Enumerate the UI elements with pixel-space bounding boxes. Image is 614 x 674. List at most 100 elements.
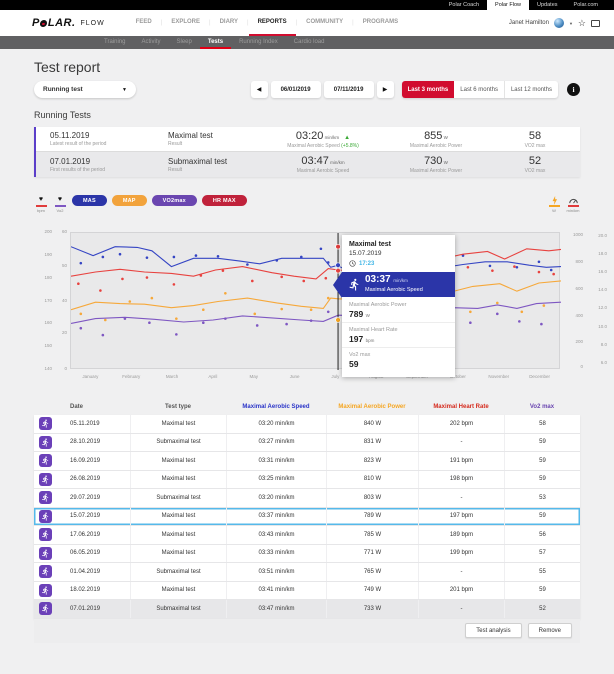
user-name[interactable]: Janet Hamilton	[508, 20, 549, 26]
summary-vo2-cell: 58 VO2 max	[490, 130, 580, 149]
chart-plot-area[interactable]	[70, 232, 561, 370]
axis-tick-label: 190	[44, 251, 52, 257]
nav-item-feed[interactable]: FEED	[135, 19, 152, 25]
test-type-cell: Submaximal test	[130, 433, 226, 451]
subnav-item-sleep[interactable]: Sleep	[176, 38, 192, 45]
user-caret-icon[interactable]: ▼	[568, 20, 573, 26]
column-header-date[interactable]: Date	[70, 404, 84, 410]
vo2-cell: 59	[504, 470, 580, 488]
axis-tick-label: 60	[61, 229, 67, 234]
axis-tick-label: 20	[61, 330, 67, 336]
nav-item-programs[interactable]: PROGRAMS	[362, 19, 399, 25]
topbar-link-polar-flow[interactable]: Polar Flow	[487, 0, 530, 10]
nav-item-explore[interactable]: EXPLORE	[171, 19, 201, 25]
page-title: Test report	[34, 59, 101, 75]
subnav-item-training[interactable]: Training	[104, 38, 126, 45]
month-label-june: June	[289, 374, 300, 379]
nav-item-community[interactable]: COMMUNITY	[306, 19, 344, 25]
table-row[interactable]: 29.07.2019 Submaximal test 03:20 min/km 803…	[34, 489, 580, 508]
subnav-item-tests[interactable]: Tests	[199, 36, 232, 49]
legend-pill-vo2max[interactable]: VO2max	[151, 195, 197, 206]
date-to-field[interactable]: 07/11/2019	[323, 81, 374, 98]
running-test-icon	[39, 435, 52, 449]
axis-tick-label: 0	[580, 363, 583, 369]
test-type-dropdown[interactable]: Running test ▼	[34, 81, 136, 98]
chart-canvas	[71, 233, 561, 370]
mhr-cell: -	[418, 489, 504, 507]
topbar-link-polar-com[interactable]: Polar.com	[573, 2, 598, 8]
month-label-july: July	[331, 374, 340, 379]
column-header-maximal-aerobic-power[interactable]: Maximal Aerobic Power	[338, 404, 406, 410]
feedback-icon[interactable]	[591, 19, 600, 27]
subnav-item-activity[interactable]: Activity	[141, 38, 161, 45]
table-row[interactable]: 28.10.2019 Submaximal test 03:27 min/km 831…	[34, 433, 580, 452]
row-icon-cell	[34, 526, 58, 544]
legend-pill-mas[interactable]: MAS	[72, 195, 107, 206]
summary-date-caption: First results of the period	[50, 166, 106, 173]
date-cell: 05.11.2019	[70, 420, 100, 427]
axis-tick-label: 14.0	[598, 287, 607, 293]
topbar-link-updates[interactable]: Updates	[537, 2, 558, 8]
summary-speed-cell: 03:20 min/km ▲ Maximal Aerobic Speed (+5.8…	[264, 130, 382, 149]
tooltip-vo2-group: Vo2 max 59	[342, 347, 455, 372]
info-button[interactable]: i	[567, 83, 580, 96]
mhr-cell: -	[418, 563, 504, 581]
chevron-down-icon: ▼	[122, 86, 127, 93]
column-header-test-type[interactable]: Test type	[165, 404, 191, 410]
tooltip-speed-banner: 03:37 min/km Maximal Aerobic Speed	[333, 272, 455, 298]
summary-vo2-value: 58	[528, 129, 542, 142]
nav-item-diary[interactable]: DIARY	[219, 19, 239, 25]
subnav-item-running-index[interactable]: Running Index	[239, 38, 278, 45]
left-axis-icons: ♥ bpm ♥ Vo2	[34, 196, 67, 213]
range-last-6-months[interactable]: Last 6 months	[460, 86, 498, 93]
column-header-maximal-aerobic-speed[interactable]: Maximal Aerobic Speed	[242, 404, 310, 410]
remove-button[interactable]: Remove	[527, 623, 572, 638]
polar-logo[interactable]: P LAR.	[32, 10, 76, 36]
favorites-star-icon[interactable]: ☆	[577, 17, 586, 28]
trend-line-vo2max	[71, 301, 561, 324]
nav-item-reports[interactable]: REPORTS	[248, 10, 296, 36]
summary-test-type: Submaximal test	[168, 156, 228, 166]
legend-pill-hr-max[interactable]: HR MAX	[201, 195, 247, 206]
range-last-3-months[interactable]: Last 3 months	[401, 81, 455, 98]
legend-pill-map[interactable]: MAP	[111, 195, 147, 206]
axis-tick-label: 10.0	[598, 323, 607, 329]
column-header-vo2-max[interactable]: Vo2 max	[529, 404, 555, 410]
tooltip-hr-unit: bpm	[365, 338, 375, 343]
mhr-cell: 189 bpm	[418, 526, 504, 544]
summary-trend-pct: (+5.8%)	[341, 142, 359, 149]
running-test-icon	[39, 583, 52, 597]
row-icon-cell	[34, 489, 58, 507]
range-last-12-months[interactable]: Last 12 months	[503, 81, 558, 98]
topbar-link-polar-coach[interactable]: Polar Coach	[448, 2, 480, 8]
mas-cell: 03:41 min/km	[226, 581, 326, 599]
summary-power-cell: 730 W Maximal Aerobic Power	[382, 155, 490, 174]
next-period-button[interactable]: ▶	[376, 81, 394, 98]
column-header-maximal-heart-rate[interactable]: Maximal Heart Rate	[433, 404, 489, 410]
table-row[interactable]: 07.01.2019 Submaximal test 03:47 min/km 733…	[34, 600, 580, 619]
axis-tick-label: 200	[575, 338, 583, 344]
test-type-cell: Submaximal test	[130, 563, 226, 581]
table-row[interactable]: 01.04.2019 Submaximal test 03:51 min/km 765…	[34, 563, 580, 582]
month-label-february: February	[122, 374, 141, 379]
summary-test-cell: Submaximal test Result	[152, 157, 264, 173]
test-analysis-button[interactable]: Test analysis	[465, 623, 522, 638]
avatar[interactable]	[553, 18, 564, 28]
prev-period-button[interactable]: ◀	[250, 81, 268, 98]
axis-tick-label: 16.0	[598, 269, 607, 275]
mhr-cell: 201 bpm	[418, 581, 504, 599]
month-label-may: May	[249, 374, 258, 379]
subnav-item-cardio-load[interactable]: Cardio load	[293, 38, 325, 45]
map-cell: 810 W	[326, 470, 418, 488]
date-cell: 01.04.2019	[70, 568, 101, 575]
date-from-field[interactable]: 06/01/2019	[270, 81, 321, 98]
vo2-cell: 59	[504, 433, 580, 451]
